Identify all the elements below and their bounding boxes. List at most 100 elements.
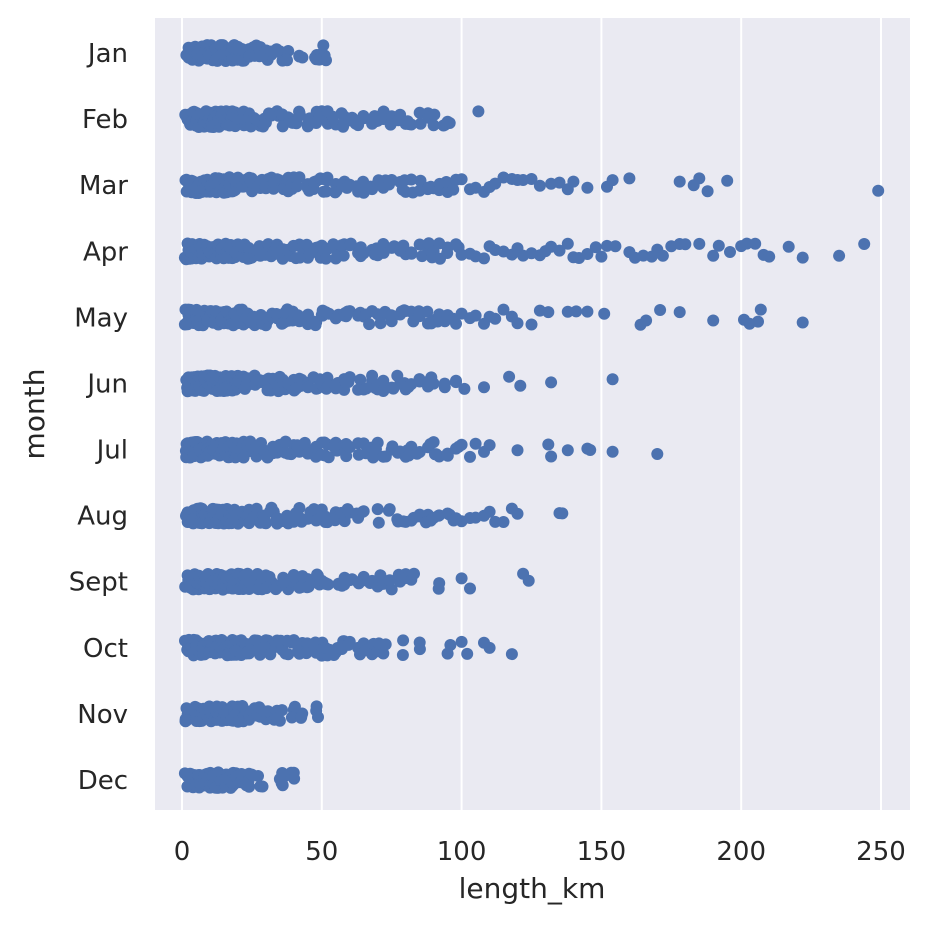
data-point bbox=[545, 376, 558, 389]
data-point bbox=[430, 448, 443, 461]
data-point bbox=[263, 570, 276, 583]
data-point bbox=[357, 110, 370, 122]
data-point bbox=[450, 374, 462, 387]
data-point bbox=[322, 578, 335, 591]
data-point bbox=[405, 247, 418, 260]
data-point bbox=[440, 176, 453, 188]
data-point bbox=[511, 317, 524, 330]
data-point bbox=[317, 39, 330, 52]
data-point bbox=[782, 240, 795, 253]
data-point bbox=[595, 250, 608, 263]
y-tick-label: Oct bbox=[83, 634, 128, 664]
data-point bbox=[505, 648, 518, 661]
data-point bbox=[271, 45, 284, 58]
data-point bbox=[623, 172, 636, 185]
y-tick-label: Jun bbox=[85, 369, 128, 399]
data-point bbox=[421, 305, 434, 318]
data-points bbox=[178, 39, 885, 794]
data-point bbox=[425, 371, 438, 384]
data-point bbox=[328, 440, 340, 453]
data-point bbox=[319, 510, 332, 523]
data-point bbox=[329, 186, 342, 199]
data-point bbox=[286, 116, 299, 129]
data-point bbox=[553, 244, 566, 257]
data-point bbox=[609, 240, 622, 253]
data-point bbox=[273, 370, 286, 383]
data-point bbox=[285, 636, 298, 649]
data-point bbox=[679, 238, 692, 251]
data-point bbox=[344, 237, 357, 250]
data-point bbox=[478, 381, 490, 394]
data-point bbox=[443, 117, 456, 129]
data-point bbox=[318, 436, 331, 449]
data-point bbox=[377, 647, 390, 660]
y-tick-label: Feb bbox=[82, 105, 128, 135]
data-point bbox=[455, 635, 468, 648]
data-point bbox=[570, 305, 583, 318]
data-point bbox=[545, 450, 558, 463]
x-tick-labels: 0 50 100 150 200 250 bbox=[174, 837, 906, 867]
x-tick-label: 150 bbox=[577, 837, 627, 867]
data-point bbox=[354, 373, 367, 386]
data-point bbox=[270, 308, 283, 320]
data-point bbox=[693, 172, 706, 185]
data-point bbox=[288, 772, 301, 785]
data-point bbox=[335, 107, 348, 120]
data-point bbox=[252, 770, 264, 782]
data-point bbox=[673, 175, 686, 188]
data-point bbox=[589, 241, 602, 254]
data-point bbox=[489, 312, 502, 325]
data-point bbox=[712, 239, 725, 252]
data-point bbox=[377, 374, 390, 387]
data-point bbox=[428, 108, 441, 121]
data-point bbox=[469, 309, 482, 322]
data-point bbox=[483, 641, 496, 654]
data-point bbox=[567, 175, 580, 188]
data-point bbox=[455, 572, 468, 585]
data-point bbox=[370, 443, 382, 455]
data-point bbox=[402, 381, 415, 393]
data-point bbox=[405, 173, 418, 186]
y-tick-label: Nov bbox=[77, 700, 128, 730]
data-point bbox=[275, 777, 288, 789]
data-point bbox=[752, 315, 764, 328]
x-tick-label: 0 bbox=[174, 837, 191, 867]
data-point bbox=[464, 450, 476, 463]
y-tick-label: Jul bbox=[95, 436, 128, 466]
data-point bbox=[749, 237, 762, 250]
data-point bbox=[444, 639, 457, 651]
y-tick-label: Apr bbox=[83, 237, 128, 267]
data-point bbox=[461, 647, 474, 660]
data-point bbox=[319, 252, 332, 265]
data-point bbox=[356, 505, 369, 518]
data-point bbox=[281, 54, 293, 67]
data-point bbox=[584, 444, 597, 456]
data-point bbox=[858, 238, 871, 250]
data-point bbox=[295, 710, 308, 723]
data-point bbox=[606, 445, 619, 458]
data-point bbox=[606, 174, 619, 187]
data-point bbox=[542, 438, 555, 451]
data-point bbox=[872, 184, 885, 197]
data-point bbox=[412, 305, 425, 318]
data-point bbox=[472, 105, 485, 118]
data-point bbox=[322, 451, 335, 464]
data-point bbox=[293, 502, 306, 514]
data-point bbox=[503, 370, 516, 383]
x-tick-label: 50 bbox=[305, 837, 338, 867]
x-tick-label: 200 bbox=[716, 837, 766, 867]
x-gridlines bbox=[181, 18, 882, 810]
data-point bbox=[383, 503, 396, 516]
data-point bbox=[374, 569, 387, 582]
data-point bbox=[292, 511, 305, 523]
data-point bbox=[320, 54, 332, 67]
data-point bbox=[363, 318, 376, 331]
data-point bbox=[397, 634, 410, 647]
data-point bbox=[408, 567, 420, 580]
data-point bbox=[342, 638, 355, 651]
data-point bbox=[441, 449, 454, 462]
x-tick-label: 100 bbox=[437, 837, 487, 867]
y-axis-title: month bbox=[18, 369, 51, 460]
data-point bbox=[337, 249, 350, 262]
data-point bbox=[651, 448, 664, 460]
